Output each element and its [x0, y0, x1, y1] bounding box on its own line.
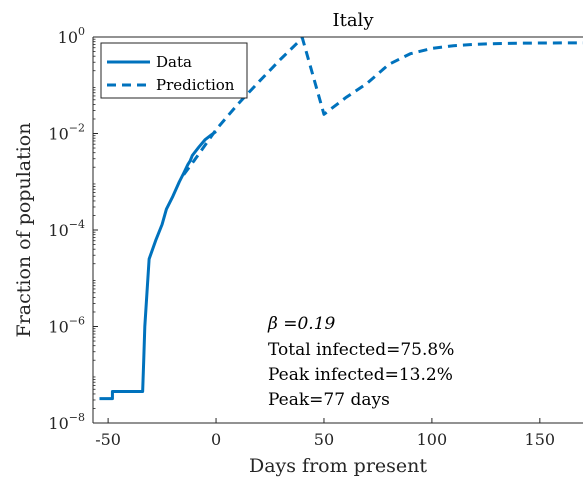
y-axis-label: Fraction of population	[13, 123, 35, 338]
legend: Data Prediction	[100, 42, 248, 99]
x-tick-label: 50	[314, 430, 334, 449]
chart-title: Italy	[332, 10, 374, 31]
annotation-beta: β =0.19	[267, 314, 336, 334]
y-tick-exponent: 0	[78, 25, 85, 38]
legend-box	[100, 42, 248, 99]
plot-lines	[99, 37, 583, 401]
x-tick-label: 100	[417, 430, 448, 449]
legend-data-label: Data	[156, 53, 192, 71]
annotation-peak-day: Peak=77 days	[268, 390, 390, 410]
series-prediction-line	[182, 37, 583, 176]
y-tick-exponent: −8	[69, 411, 85, 424]
y-tick-exponent: −2	[69, 122, 85, 135]
annotation-total-infected: Total infected=75.8%	[268, 340, 454, 360]
x-axis-label: Days from present	[249, 455, 427, 477]
x-tick-label: 0	[211, 430, 221, 449]
x-tick-label: 150	[525, 430, 556, 449]
legend-prediction-label: Prediction	[156, 76, 235, 94]
y-tick-exponent: −4	[69, 218, 85, 231]
y-tick-exponent: −6	[69, 315, 85, 328]
series-data-line	[99, 130, 217, 401]
annotation-peak-infected: Peak infected=13.2%	[268, 365, 453, 385]
x-tick-label: -50	[95, 430, 121, 449]
x-ticks: -50 0 50 100 150	[95, 418, 555, 449]
annotation-block: β =0.19 Total infected=75.8% Peak infect…	[267, 314, 454, 410]
